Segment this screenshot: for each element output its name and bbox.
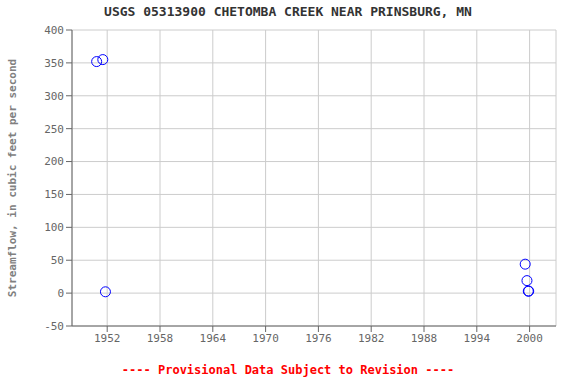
svg-text:1964: 1964 <box>200 332 227 345</box>
svg-text:2000: 2000 <box>516 332 543 345</box>
svg-text:250: 250 <box>44 123 64 136</box>
svg-text:1976: 1976 <box>305 332 332 345</box>
svg-text:Streamflow, in cubic feet per: Streamflow, in cubic feet per second <box>8 59 19 297</box>
svg-text:300: 300 <box>44 90 64 103</box>
svg-text:1994: 1994 <box>464 332 491 345</box>
svg-text:50: 50 <box>51 254 64 267</box>
svg-text:1970: 1970 <box>252 332 279 345</box>
svg-text:0: 0 <box>57 287 64 300</box>
svg-text:150: 150 <box>44 188 64 201</box>
svg-text:350: 350 <box>44 57 64 70</box>
html-text:---- Provisional Data Subject: ---- Provisional Data Subject to Revisio… <box>121 363 455 377</box>
svg-text:1958: 1958 <box>147 332 174 345</box>
svg-text:100: 100 <box>44 221 64 234</box>
svg-text:200: 200 <box>44 155 64 168</box>
svg-text:1988: 1988 <box>411 332 438 345</box>
svg-text:1952: 1952 <box>94 332 121 345</box>
html-text:USGS 05313900 CHETOMBA CREEK N: USGS 05313900 CHETOMBA CREEK NEAR PRINSB… <box>104 4 472 19</box>
svg-text:400: 400 <box>44 24 64 37</box>
svg-text:1982: 1982 <box>358 332 385 345</box>
svg-text:-50: -50 <box>44 320 64 333</box>
